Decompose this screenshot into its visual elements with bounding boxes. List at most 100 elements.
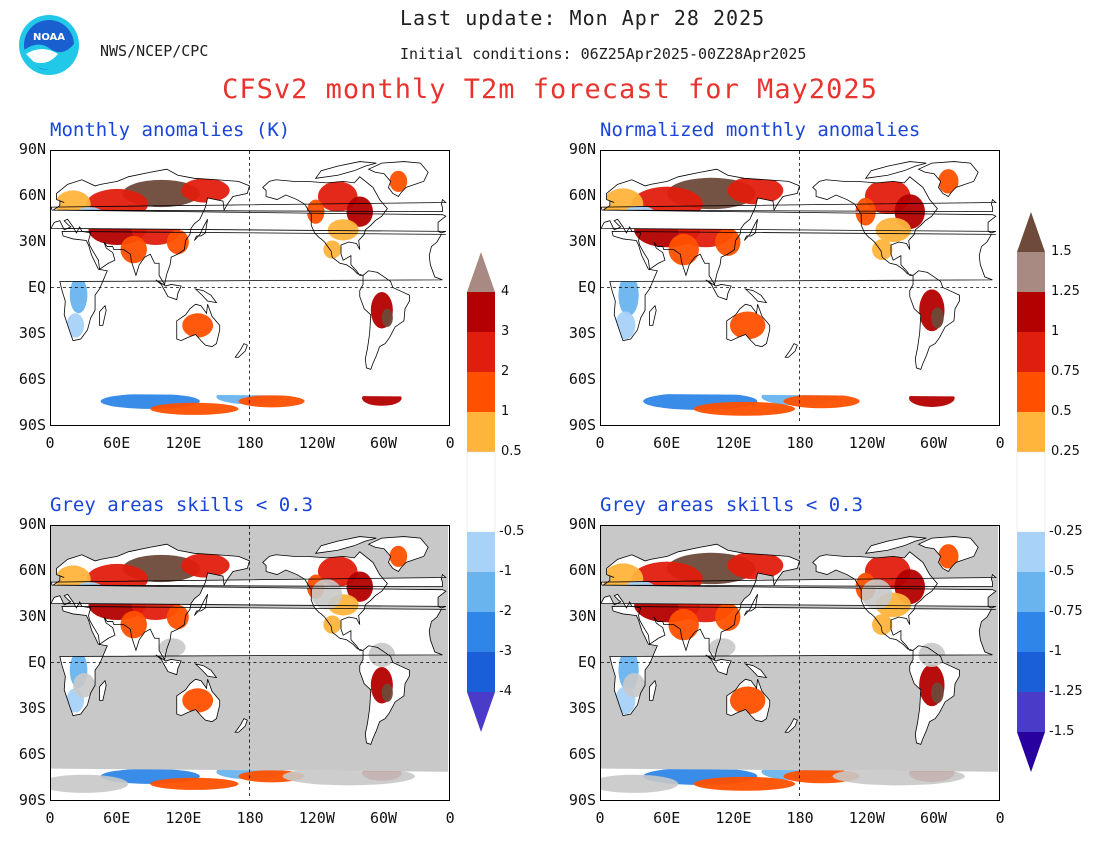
colorbar-swatch-cool: [1017, 652, 1045, 692]
coastline: [176, 303, 221, 348]
colorbar-label: -0.75: [1049, 604, 1083, 619]
map-canvas: [601, 526, 998, 799]
longitude-label: 60E: [103, 434, 131, 452]
coastline: [359, 645, 410, 745]
longitude-label: 60W: [369, 434, 398, 452]
coastline: [194, 663, 218, 679]
coastline: [194, 288, 218, 304]
noaa-logo: NOAA: [18, 14, 80, 76]
coastline: [367, 536, 429, 573]
coastline: [649, 304, 657, 326]
latitude-label: 60N: [568, 561, 596, 579]
coastline: [601, 573, 997, 588]
coastline: [262, 176, 388, 276]
colorbar-label: -1.5: [1049, 724, 1075, 739]
latitude-label: 90N: [18, 140, 46, 158]
latitude-label: 30N: [18, 607, 46, 625]
colorbar-swatch-warm: [467, 332, 495, 372]
colorbar-label: -0.5: [1049, 564, 1075, 579]
coastline: [812, 176, 938, 276]
latitude-label: 90N: [568, 515, 596, 533]
colorbar-bottom-arrow: [1017, 732, 1045, 772]
colorbar-swatch-neutral: [466, 451, 496, 533]
latitude-label: EQ: [27, 278, 46, 296]
colorbar-label: -2: [499, 604, 512, 619]
colorbar-swatch-cool: [467, 532, 495, 572]
colorbar-bottom-arrow: [467, 692, 495, 732]
longitude-label: 0: [995, 434, 1005, 452]
agency-name: NWS/NCEP/CPC: [100, 42, 209, 60]
colorbar-anomalies: 4 3 2 1 0.5 -0.5 -1 -2 -3 -4: [465, 252, 535, 732]
longitude-label: 120E: [715, 809, 752, 827]
latitude-label: EQ: [577, 653, 596, 671]
coastline: [176, 678, 221, 723]
longitude-label: 180: [236, 434, 264, 452]
latitude-label: 90S: [18, 416, 46, 434]
colorbar-label: -1.25: [1049, 684, 1083, 699]
colorbar-label: 1.25: [1051, 284, 1080, 299]
longitude-label: 120W: [298, 434, 335, 452]
longitude-label: 120W: [848, 809, 885, 827]
longitude-label: 60E: [103, 809, 131, 827]
coastline: [705, 279, 732, 301]
colorbar-swatch-cool: [1017, 572, 1045, 612]
colorbar-label: -1: [499, 564, 512, 579]
colorbar-top-arrow: [467, 252, 495, 292]
longitude-label: 120W: [848, 434, 885, 452]
coastline: [155, 654, 182, 676]
longitude-label: 0: [595, 434, 605, 452]
last-update-text: Last update: Mon Apr 28 2025: [400, 6, 766, 30]
colorbar-top-arrow: [1017, 212, 1045, 252]
colorbar-label: -3: [499, 644, 512, 659]
latitude-label: 60S: [18, 370, 46, 388]
colorbar-swatch-warm: [467, 292, 495, 332]
longitude-label: 60E: [653, 434, 681, 452]
map-skill-masked-anomalies: [50, 525, 450, 801]
colorbar-label: 2: [501, 364, 510, 379]
colorbar-label: 0.75: [1051, 364, 1080, 379]
longitude-label: 180: [786, 809, 814, 827]
latitude-label: 60S: [18, 745, 46, 763]
latitude-label: 60S: [568, 745, 596, 763]
latitude-label: 60S: [568, 370, 596, 388]
panel-title-skill-left: Grey areas skills < 0.3: [50, 494, 314, 516]
longitude-label: 120E: [165, 434, 202, 452]
longitude-label: 0: [45, 809, 55, 827]
latitude-label: EQ: [27, 653, 46, 671]
colorbar-label: 1.5: [1051, 244, 1072, 259]
coastline: [649, 679, 657, 701]
coastline: [193, 219, 209, 241]
colorbar-swatch-cool: [1017, 612, 1045, 652]
coastline: [601, 543, 997, 661]
longitude-label: 0: [595, 809, 605, 827]
latitude-label: 90S: [568, 791, 596, 809]
coastline: [784, 343, 798, 358]
map-canvas: [601, 151, 998, 424]
colorbar-swatch-warm: [1017, 252, 1045, 292]
colorbar-swatch-cool: [467, 572, 495, 612]
coastline: [601, 168, 997, 286]
latitude-label: 90N: [18, 515, 46, 533]
coastline: [51, 573, 447, 588]
map-anomalies: [50, 150, 450, 426]
coastline: [193, 594, 209, 616]
longitude-label: 120E: [165, 809, 202, 827]
colorbar-swatch-neutral: [1016, 451, 1046, 533]
coastline: [784, 718, 798, 733]
initial-conditions-text: Initial conditions: 06Z25Apr2025-00Z28Ap…: [400, 45, 807, 63]
latitude-label: 30S: [18, 324, 46, 342]
colorbar-swatch-cool: [467, 612, 495, 652]
longitude-label: 60W: [919, 434, 948, 452]
colorbar-swatch-warm: [1017, 412, 1045, 452]
latitude-label: 60N: [18, 186, 46, 204]
map-canvas: [51, 526, 448, 799]
colorbar-label: 0.25: [1051, 444, 1080, 459]
coastline: [314, 536, 377, 554]
latitude-label: 30S: [568, 324, 596, 342]
longitude-label: 60W: [919, 809, 948, 827]
coastline: [864, 161, 927, 179]
latitude-label: 30N: [568, 607, 596, 625]
colorbar-canvas: [1016, 212, 1046, 772]
coastline: [864, 536, 927, 554]
coastline: [262, 551, 388, 651]
